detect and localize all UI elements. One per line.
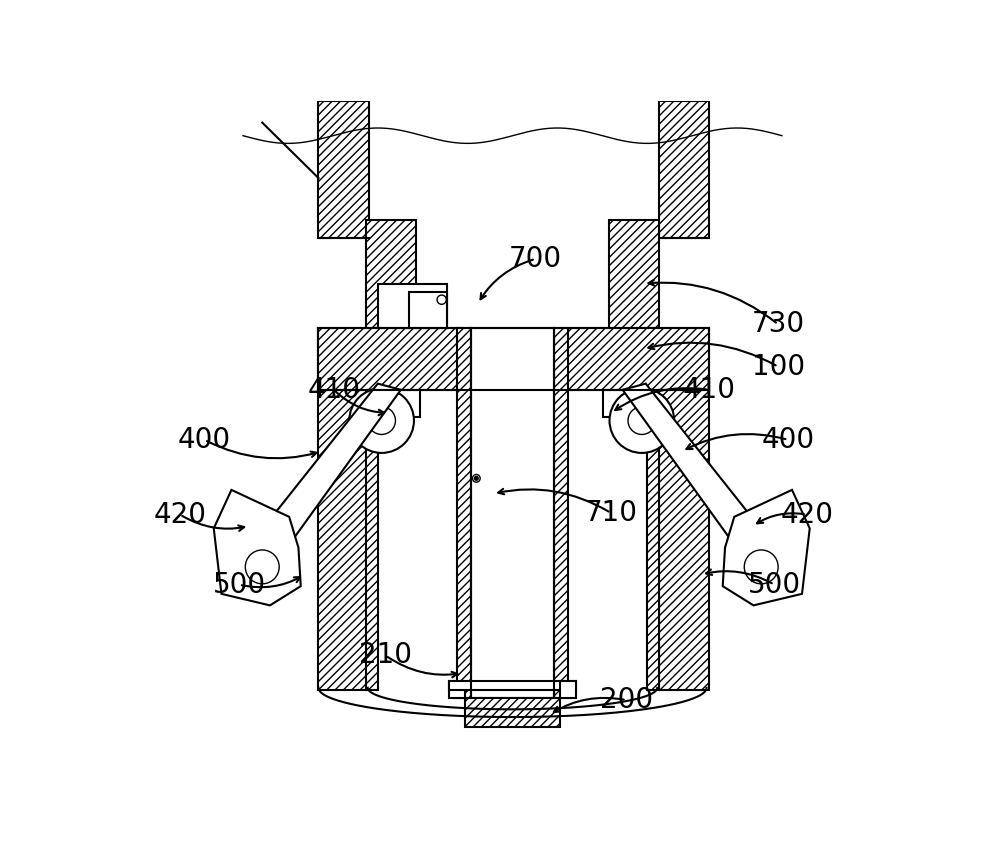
Text: 420: 420 — [780, 500, 833, 529]
Circle shape — [475, 477, 478, 480]
Bar — [318, 390, 369, 690]
Bar — [554, 328, 568, 698]
Text: 100: 100 — [752, 353, 805, 381]
Text: 210: 210 — [359, 642, 412, 669]
Polygon shape — [214, 490, 301, 605]
Polygon shape — [251, 384, 401, 556]
Circle shape — [744, 550, 778, 584]
Circle shape — [368, 407, 395, 434]
Circle shape — [437, 295, 446, 304]
Text: 400: 400 — [178, 426, 231, 454]
Bar — [609, 221, 659, 332]
Circle shape — [245, 550, 279, 584]
Bar — [465, 698, 560, 727]
Bar — [374, 390, 420, 417]
Text: 410: 410 — [307, 376, 360, 404]
Bar — [366, 390, 378, 690]
Bar — [449, 681, 576, 690]
Bar — [449, 681, 465, 698]
Text: 500: 500 — [748, 571, 801, 599]
Bar — [560, 681, 576, 698]
Text: 500: 500 — [213, 571, 266, 599]
Bar — [378, 285, 447, 328]
Bar — [471, 328, 554, 698]
Text: 200: 200 — [600, 686, 653, 714]
Text: 400: 400 — [762, 426, 815, 454]
Circle shape — [610, 388, 674, 453]
Bar — [366, 221, 416, 332]
Text: 730: 730 — [752, 311, 805, 338]
Circle shape — [349, 388, 414, 453]
Bar — [457, 328, 471, 698]
Bar — [659, 101, 709, 238]
Text: 410: 410 — [682, 376, 735, 404]
Bar — [603, 390, 650, 417]
Text: 710: 710 — [585, 499, 638, 527]
Bar — [659, 390, 709, 690]
Text: 700: 700 — [509, 245, 562, 273]
Polygon shape — [623, 384, 773, 556]
Bar — [318, 101, 369, 238]
Bar — [318, 328, 461, 390]
Bar — [566, 328, 709, 390]
Circle shape — [628, 407, 656, 434]
Circle shape — [472, 475, 480, 482]
Polygon shape — [723, 490, 810, 605]
Text: 420: 420 — [153, 500, 206, 529]
Bar — [647, 390, 659, 690]
Bar — [409, 292, 447, 328]
